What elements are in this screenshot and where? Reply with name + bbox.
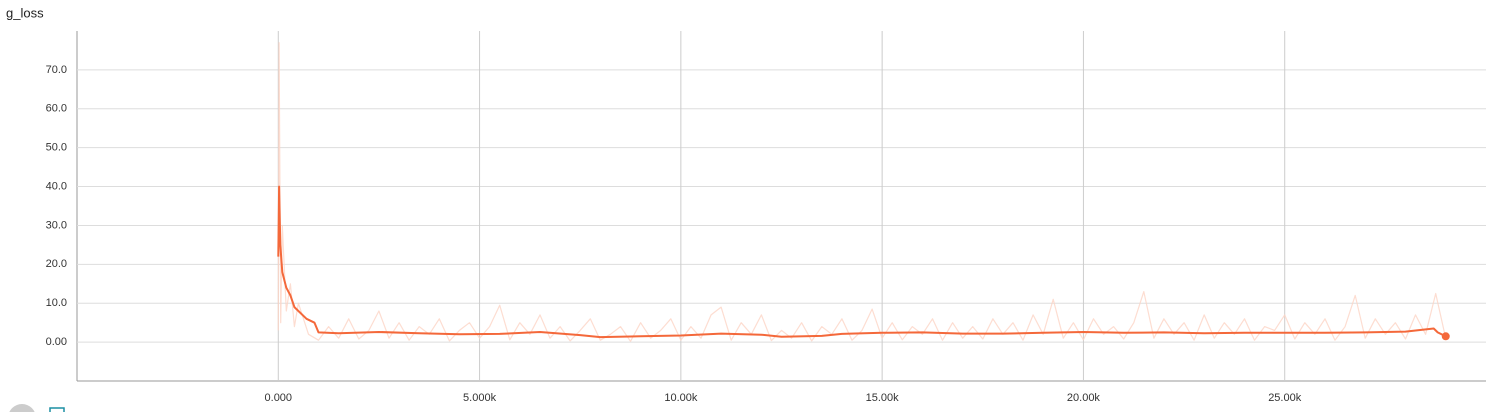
raw-line — [277, 42, 1447, 342]
y-tick-label: 10.0 — [46, 297, 67, 309]
last-point — [1441, 332, 1450, 341]
y-tick-label: 40.0 — [46, 180, 67, 192]
x-tick-label: 15.00k — [866, 392, 900, 404]
y-tick-label: 30.0 — [46, 219, 67, 231]
x-tick-label: 25.00k — [1268, 392, 1302, 404]
x-tick-label: 10.00k — [664, 392, 698, 404]
x-tick-label: 20.00k — [1067, 392, 1101, 404]
smoothed-line — [277, 185, 1447, 339]
chart-title: g_loss — [6, 5, 44, 20]
y-tick-label: 50.0 — [46, 142, 67, 154]
y-tick-label: 0.00 — [46, 336, 67, 348]
expand-icon[interactable] — [49, 407, 65, 412]
avatar-icon[interactable] — [8, 404, 36, 412]
x-tick-label: 0.000 — [265, 392, 293, 404]
y-tick-label: 20.0 — [46, 258, 67, 270]
y-tick-label: 60.0 — [46, 103, 67, 115]
y-tick-label: 70.0 — [46, 64, 67, 76]
x-tick-label: 5.000k — [463, 392, 497, 404]
